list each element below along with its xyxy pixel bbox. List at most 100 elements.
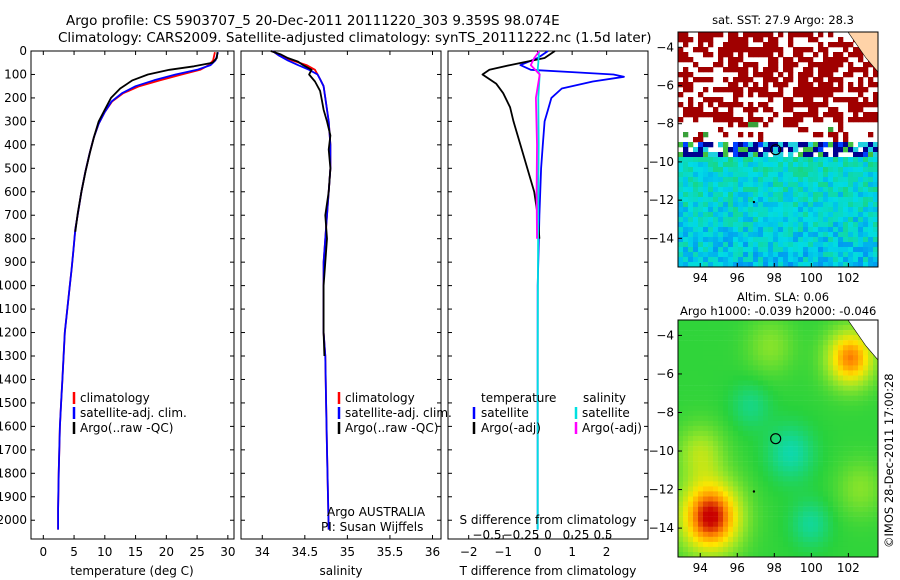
sla-map-cell xyxy=(828,506,834,512)
sla-map-cell xyxy=(793,446,799,452)
sla-map-cell xyxy=(848,506,854,512)
sla-map-cell xyxy=(708,345,714,351)
sst-map-cell xyxy=(788,37,794,43)
sla-map-cell xyxy=(708,350,714,356)
sst-map-cell xyxy=(708,112,714,118)
sst-map-cell xyxy=(863,157,869,163)
sst-map-cell xyxy=(793,232,799,238)
sst-map-cell xyxy=(823,97,829,103)
sla-map-cell xyxy=(798,436,804,442)
sla-map-cell xyxy=(873,481,879,487)
sla-map-cell xyxy=(683,390,689,396)
sst-map-cell xyxy=(688,252,694,258)
sst-map-cell xyxy=(873,172,879,178)
sla-map-cell xyxy=(768,461,774,467)
sst-map-cell xyxy=(678,142,684,148)
sla-map-cell xyxy=(723,521,729,527)
sla-map-cell xyxy=(788,430,794,437)
sla-map-cell xyxy=(698,385,704,391)
sst-map-cell xyxy=(813,157,819,163)
sst-map-cell xyxy=(778,87,784,93)
sla-map-cell xyxy=(873,461,879,467)
sla-map-cell xyxy=(853,370,859,376)
sla-map-cell xyxy=(753,506,759,512)
sla-map-cell xyxy=(778,526,784,532)
figure-title-line1: Argo profile: CS 5903707_5 20-Dec-2011 2… xyxy=(66,13,560,29)
sst-map-cell xyxy=(803,167,809,173)
sst-map-cell xyxy=(808,102,814,108)
sla-map-cell xyxy=(753,536,759,543)
map-lat-tick-label: −14 xyxy=(649,521,674,535)
sla-map-cell xyxy=(788,486,794,492)
sst-map-cell xyxy=(688,197,694,203)
sla-map-cell xyxy=(738,511,744,517)
sla-map-cell xyxy=(738,456,744,462)
sla-map-cell xyxy=(773,390,779,396)
sst-map-cell xyxy=(743,162,749,168)
sst-map-cell xyxy=(838,247,844,253)
sla-map-cell xyxy=(708,436,714,442)
sst-map-cell xyxy=(698,207,704,213)
sst-map-cell xyxy=(678,37,684,43)
sla-map-cell xyxy=(848,491,854,497)
sla-map-cell xyxy=(678,521,684,527)
sla-map-cell xyxy=(798,501,804,507)
sla-map-cell xyxy=(748,385,754,391)
sst-map-cell xyxy=(738,177,744,183)
sla-map-cell xyxy=(718,491,724,497)
sla-map-cell xyxy=(723,345,729,351)
sla-map-cell xyxy=(778,365,784,371)
profile-curves xyxy=(57,50,625,530)
sst-map-cell xyxy=(838,227,844,233)
sla-map-cell xyxy=(753,496,759,502)
sst-map-cell xyxy=(853,237,859,243)
sst-map-cell xyxy=(678,182,684,188)
sst-map-cell xyxy=(698,102,704,108)
sst-map-cell xyxy=(703,47,709,53)
sla-map-cell xyxy=(778,491,784,497)
sla-map-cell xyxy=(743,436,749,442)
sst-map-cell xyxy=(753,187,759,193)
sla-map-cell xyxy=(688,340,694,346)
sst-map-cell xyxy=(783,227,789,233)
sst-map-cell xyxy=(753,122,759,128)
sst-map-cell xyxy=(758,187,764,193)
sst-map-cell xyxy=(808,152,814,158)
sst-map-cell xyxy=(858,102,864,108)
sla-map-cell xyxy=(843,415,849,422)
sst-map-cell xyxy=(753,192,759,198)
sst-map-cell xyxy=(678,227,684,233)
sst-map-cell xyxy=(788,167,794,173)
x-tick-label: 20 xyxy=(159,545,174,559)
sla-map-cell xyxy=(808,375,814,381)
island-marker xyxy=(752,200,756,204)
sst-map-cell xyxy=(843,232,849,238)
sst-map-cell xyxy=(818,82,824,88)
sla-map-cell xyxy=(873,415,879,422)
sla-map-cell xyxy=(833,486,839,492)
sst-map-cell xyxy=(743,42,749,48)
sla-map-cell xyxy=(698,491,704,497)
sla-map-cell xyxy=(813,320,819,326)
sla-map-cell xyxy=(843,370,849,376)
sla-map-cell xyxy=(703,511,709,517)
sst-map-cell xyxy=(823,67,829,73)
sla-map-cell xyxy=(683,486,689,492)
sst-map-cell xyxy=(838,162,844,168)
sla-map-cell xyxy=(703,425,709,432)
sla-map-cell xyxy=(763,405,769,411)
sla-map-cell xyxy=(768,481,774,487)
sla-map-cell xyxy=(698,410,704,417)
sla-map-cell xyxy=(803,481,809,487)
sst-map-cell xyxy=(848,142,854,148)
sst-map-cell xyxy=(868,262,874,268)
sla-map-cell xyxy=(828,536,834,543)
sst-map-cell xyxy=(723,237,729,243)
sst-map-cell xyxy=(778,242,784,248)
sla-map-cell xyxy=(823,430,829,437)
sst-map-cell xyxy=(818,177,824,183)
sla-map-cell xyxy=(853,531,859,538)
sst-map-cell xyxy=(748,227,754,233)
sst-map-cell xyxy=(723,242,729,248)
sst-map-cell xyxy=(853,232,859,238)
